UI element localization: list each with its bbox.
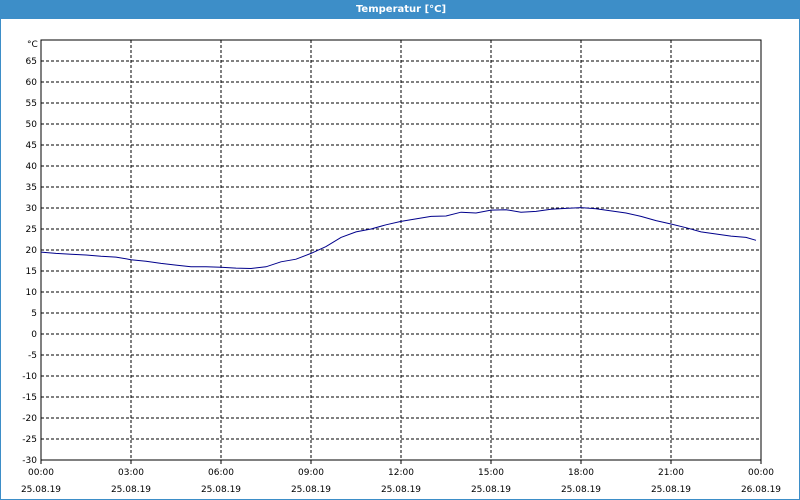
x-tick-time-label: 18:00	[568, 468, 594, 478]
y-tick-label: 45	[26, 141, 37, 151]
x-tick-time-label: 15:00	[478, 468, 504, 478]
y-tick-label: 15	[26, 267, 37, 277]
y-tick-label: 65	[26, 57, 37, 67]
x-tick-time-label: 09:00	[298, 468, 324, 478]
y-tick-label: -10	[22, 372, 37, 382]
y-tick-label: -20	[22, 414, 37, 424]
y-tick-label: -25	[22, 435, 37, 445]
x-tick-time-label: 03:00	[118, 468, 144, 478]
y-tick-label: -15	[22, 393, 37, 403]
window-title: Temperatur [°C]	[1, 0, 800, 19]
x-tick-time-label: 21:00	[658, 468, 684, 478]
y-tick-label: -30	[22, 456, 37, 466]
x-tick-date-label: 25.08.19	[201, 485, 241, 495]
y-tick-label: 60	[26, 78, 38, 88]
y-tick-label: 20	[26, 246, 38, 256]
temperature-series-line	[40, 207, 757, 270]
y-tick-label: 35	[26, 183, 37, 193]
y-tick-label: -5	[28, 351, 37, 361]
y-tick-label: 30	[26, 204, 38, 214]
y-tick-label: 55	[26, 99, 37, 109]
x-tick-time-label: 06:00	[208, 468, 234, 478]
x-tick-date-label: 26.08.19	[741, 485, 781, 495]
x-tick-date-label: 25.08.19	[111, 485, 151, 495]
y-axis-ticks: -30 -25 -20 -15 -10 -5 0 5 10 15 20 25 30 35 40 45 50 55 6…	[22, 57, 37, 466]
y-tick-label: 10	[26, 288, 38, 298]
x-tick-date-label: 25.08.19	[291, 485, 331, 495]
y-tick-label: 25	[26, 225, 37, 235]
y-tick-label: 0	[31, 330, 37, 340]
x-tick-date-label: 25.08.19	[21, 485, 61, 495]
y-tick-label: 5	[31, 309, 37, 319]
x-tick-date-label: 25.08.19	[381, 485, 421, 495]
y-tick-label: 40	[26, 162, 38, 172]
x-tick-time-label: 00:00	[28, 468, 54, 478]
y-tick-label: 50	[26, 120, 38, 130]
x-tick-date-label: 25.08.19	[651, 485, 691, 495]
x-tick-time-label: 00:00	[748, 468, 774, 478]
x-tick-date-label: 25.08.19	[561, 485, 601, 495]
x-tick-date-label: 25.08.19	[471, 485, 511, 495]
y-axis-unit-label: °C	[27, 40, 38, 50]
temperature-chart: -30 -25 -20 -15 -10 -5 0 5 10 15 20 25 30 35 40 45 50 55 6…	[21, 39, 781, 495]
grid-lines	[41, 40, 761, 460]
x-axis-ticks: 00:00 25.08.19 03:00 25.08.19 06:00 25.08.19 0…	[21, 460, 781, 495]
x-tick-time-label: 12:00	[388, 468, 414, 478]
